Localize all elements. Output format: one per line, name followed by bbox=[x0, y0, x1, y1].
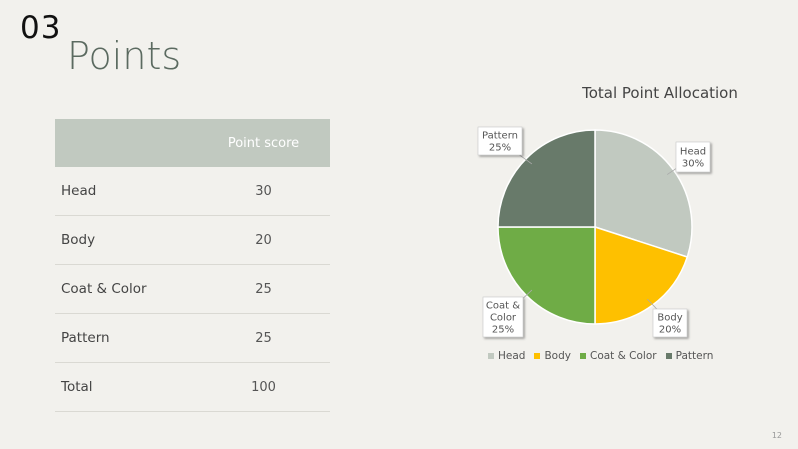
row-score: 25 bbox=[197, 313, 330, 363]
table-row: Total 100 bbox=[55, 362, 330, 412]
row-score: 30 bbox=[197, 167, 330, 216]
row-score: 100 bbox=[197, 362, 330, 412]
pie-slice-pattern bbox=[497, 129, 596, 228]
legend-item-head: Head bbox=[488, 350, 525, 362]
row-score: 25 bbox=[197, 264, 330, 314]
chart-legend: Head Body Coat & Color Pattern bbox=[488, 350, 713, 362]
svg-text:20%: 20% bbox=[659, 325, 681, 336]
svg-text:Color: Color bbox=[490, 313, 517, 324]
legend-item-body: Body bbox=[534, 350, 571, 362]
svg-text:25%: 25% bbox=[489, 143, 511, 154]
legend-label: Coat & Color bbox=[589, 350, 657, 362]
page-number: 12 bbox=[771, 431, 782, 440]
svg-text:Head: Head bbox=[680, 147, 706, 158]
table-header-score: Point score bbox=[197, 119, 330, 167]
legend-label: Body bbox=[544, 350, 571, 362]
legend-label: Pattern bbox=[675, 350, 714, 362]
table-row: Head 30 bbox=[55, 167, 330, 216]
svg-text:Coat &: Coat & bbox=[486, 301, 520, 312]
table-header-row: Point score bbox=[55, 119, 330, 167]
legend-swatch bbox=[665, 353, 672, 359]
row-score: 20 bbox=[197, 215, 330, 265]
table-header-label bbox=[55, 119, 197, 167]
legend-item-coat-color: Coat & Color bbox=[579, 350, 657, 362]
table-row: Pattern 25 bbox=[55, 313, 330, 363]
row-label: Pattern bbox=[55, 313, 197, 363]
legend-label: Head bbox=[498, 350, 526, 362]
table-row: Body 20 bbox=[55, 215, 330, 265]
points-table: Point score Head 30 Body 20 Coat & Color… bbox=[55, 119, 330, 412]
svg-text:Pattern: Pattern bbox=[482, 131, 518, 142]
pie-slice-body bbox=[594, 225, 689, 325]
legend-swatch bbox=[488, 353, 494, 359]
section-number: 03 bbox=[20, 10, 62, 46]
svg-text:Body: Body bbox=[657, 313, 682, 324]
legend-item-pattern: Pattern bbox=[665, 350, 714, 362]
svg-text:30%: 30% bbox=[682, 159, 704, 170]
slide-title: Points bbox=[67, 34, 182, 78]
chart-title: Total Point Allocation bbox=[582, 84, 738, 102]
legend-swatch bbox=[534, 353, 541, 359]
table-row: Coat & Color 25 bbox=[55, 264, 330, 314]
row-label: Body bbox=[55, 215, 197, 265]
row-label: Total bbox=[55, 362, 197, 412]
svg-text:25%: 25% bbox=[492, 325, 514, 336]
row-label: Coat & Color bbox=[55, 264, 197, 314]
legend-swatch bbox=[579, 353, 586, 359]
row-label: Head bbox=[55, 167, 197, 216]
